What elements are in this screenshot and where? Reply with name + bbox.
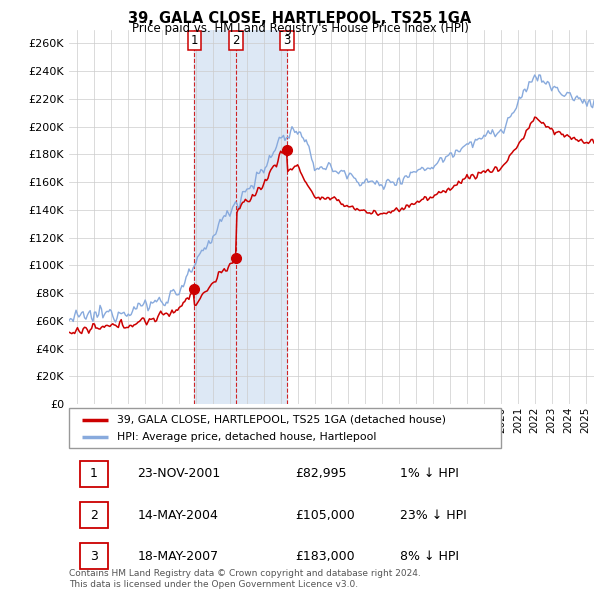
- Text: Price paid vs. HM Land Registry's House Price Index (HPI): Price paid vs. HM Land Registry's House …: [131, 22, 469, 35]
- Text: 1% ↓ HPI: 1% ↓ HPI: [400, 467, 458, 480]
- Bar: [79, 461, 109, 487]
- Text: £105,000: £105,000: [295, 509, 355, 522]
- Text: 23-NOV-2001: 23-NOV-2001: [137, 467, 221, 480]
- Text: 14-MAY-2004: 14-MAY-2004: [137, 509, 218, 522]
- Bar: [194, 30, 287, 404]
- Text: 39, GALA CLOSE, HARTLEPOOL, TS25 1GA (detached house): 39, GALA CLOSE, HARTLEPOOL, TS25 1GA (de…: [116, 415, 446, 425]
- Text: HPI: Average price, detached house, Hartlepool: HPI: Average price, detached house, Hart…: [116, 432, 376, 442]
- Text: 8% ↓ HPI: 8% ↓ HPI: [400, 550, 459, 563]
- Text: Contains HM Land Registry data © Crown copyright and database right 2024.
This d: Contains HM Land Registry data © Crown c…: [69, 569, 421, 589]
- Bar: [79, 543, 109, 569]
- Text: £82,995: £82,995: [295, 467, 346, 480]
- Text: 2: 2: [90, 509, 98, 522]
- Text: 2: 2: [232, 34, 240, 47]
- Text: 18-MAY-2007: 18-MAY-2007: [137, 550, 218, 563]
- Bar: [79, 502, 109, 529]
- Text: 1: 1: [191, 34, 198, 47]
- Text: 3: 3: [90, 550, 98, 563]
- Text: 1: 1: [90, 467, 98, 480]
- Text: 3: 3: [283, 34, 290, 47]
- Text: 23% ↓ HPI: 23% ↓ HPI: [400, 509, 467, 522]
- Text: 39, GALA CLOSE, HARTLEPOOL, TS25 1GA: 39, GALA CLOSE, HARTLEPOOL, TS25 1GA: [128, 11, 472, 25]
- Text: £183,000: £183,000: [295, 550, 355, 563]
